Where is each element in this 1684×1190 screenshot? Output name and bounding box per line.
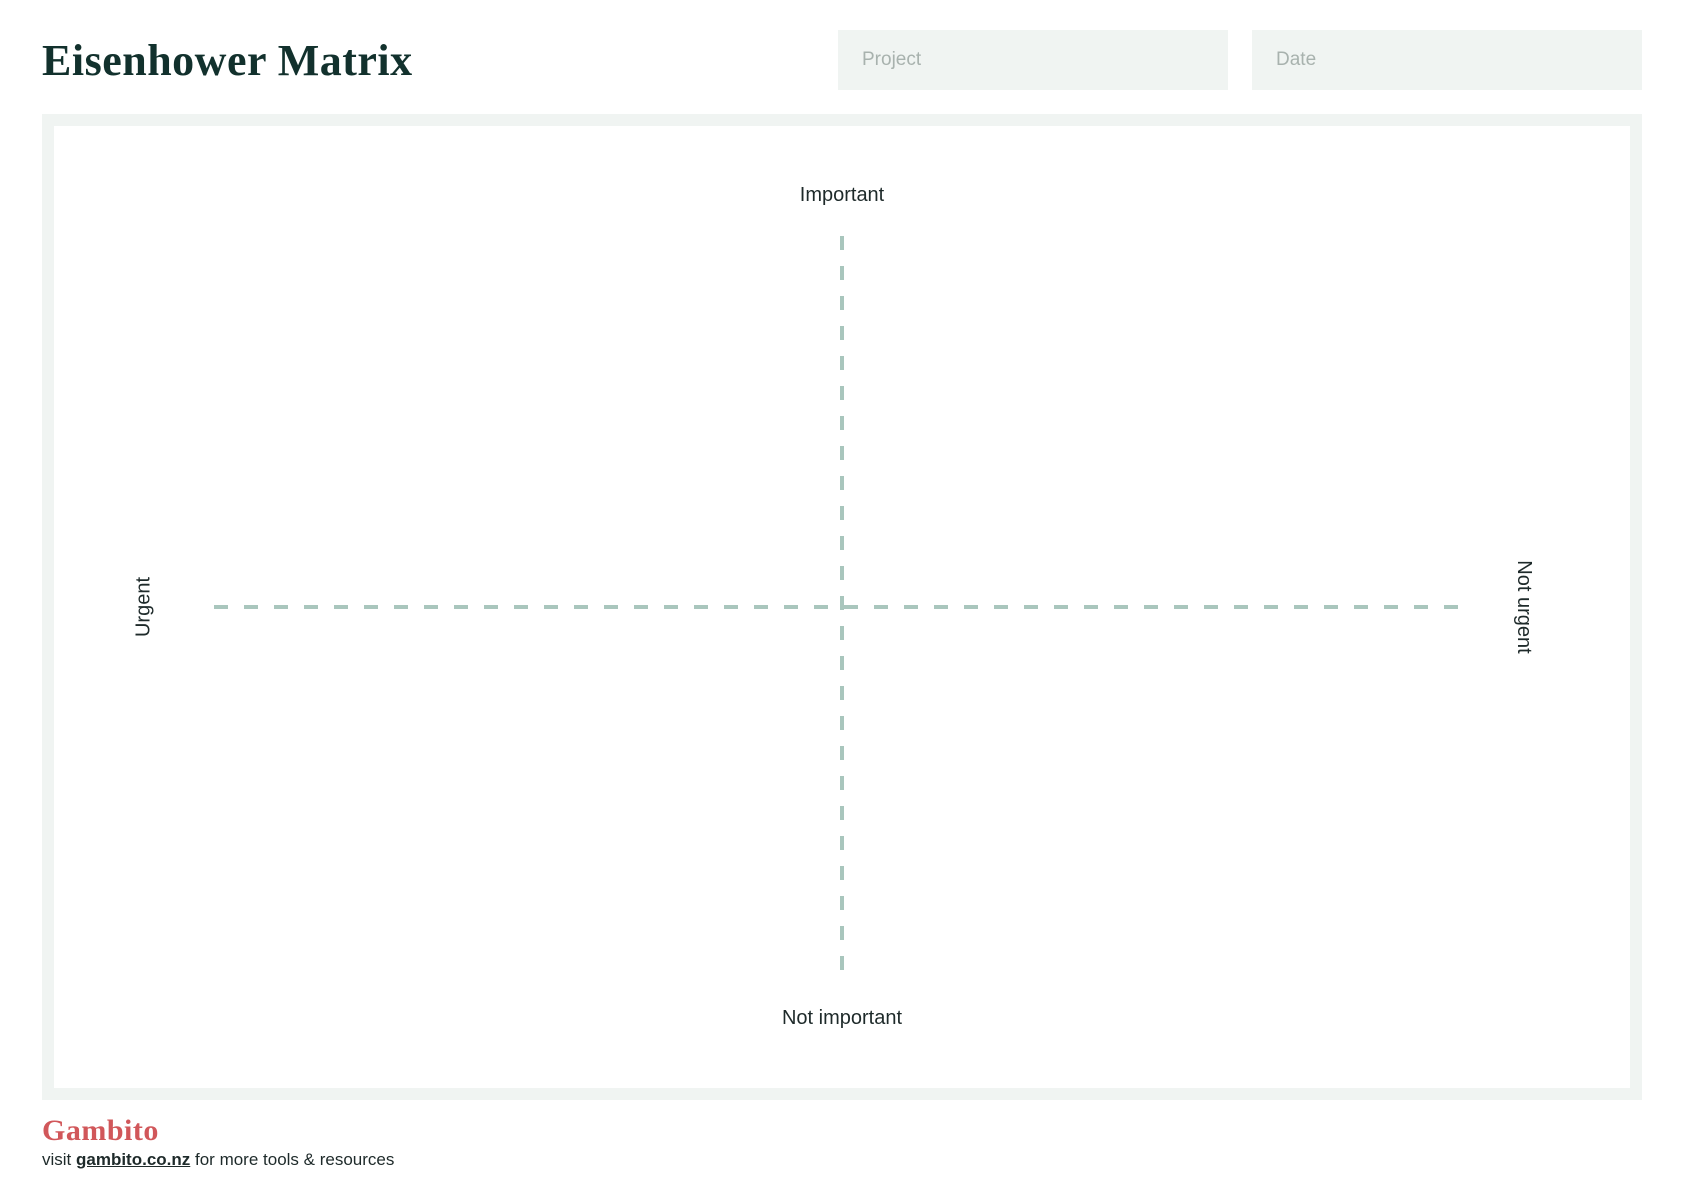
page-title: Eisenhower Matrix — [42, 35, 413, 86]
horizontal-axis-line — [214, 605, 1470, 609]
footer-site-link[interactable]: gambito.co.nz — [76, 1150, 190, 1169]
axis-label-bottom: Not important — [782, 1007, 902, 1030]
header-inputs — [838, 30, 1642, 90]
axis-label-left: Urgent — [133, 577, 156, 637]
project-field[interactable] — [838, 30, 1228, 90]
header: Eisenhower Matrix — [42, 30, 1642, 90]
axis-label-right: Not urgent — [1512, 560, 1535, 653]
brand-logo: Gambito — [42, 1114, 1642, 1148]
axis-label-top: Important — [800, 184, 884, 207]
tagline-prefix: visit — [42, 1150, 76, 1169]
footer: Gambito visit gambito.co.nz for more too… — [42, 1100, 1642, 1170]
tagline-suffix: for more tools & resources — [190, 1150, 394, 1169]
date-field[interactable] — [1252, 30, 1642, 90]
footer-tagline: visit gambito.co.nz for more tools & res… — [42, 1150, 1642, 1170]
matrix-card: Important Not important Urgent Not urgen… — [42, 114, 1642, 1100]
